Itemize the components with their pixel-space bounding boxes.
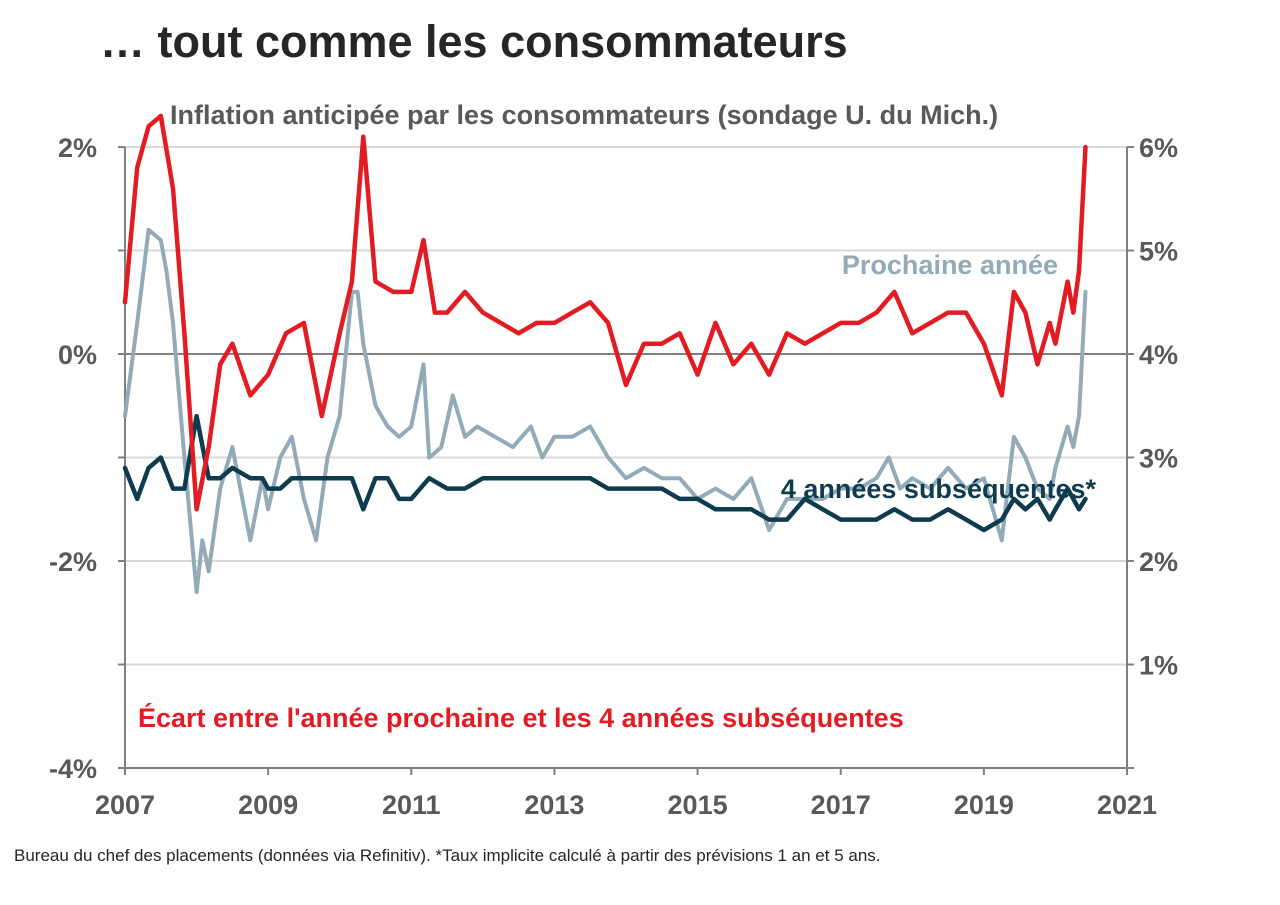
source-note: Bureau du chef des placements (données v… bbox=[14, 846, 881, 865]
x-tick-label: 2011 bbox=[382, 790, 441, 820]
right-tick-label: 6% bbox=[1139, 133, 1178, 163]
right-tick-label: 2% bbox=[1139, 547, 1178, 577]
series-line-3 bbox=[122, 113, 1088, 512]
series-label-2: 4 années subséquentes* bbox=[781, 474, 1097, 504]
x-tick-label: 2013 bbox=[524, 790, 584, 820]
series-label-3: Écart entre l'année prochaine et les 4 a… bbox=[138, 702, 904, 733]
page-title: … tout comme les consommateurs bbox=[100, 16, 848, 67]
right-tick-label: 3% bbox=[1139, 444, 1178, 474]
left-tick-label: -4% bbox=[49, 754, 97, 784]
x-tick-label: 2021 bbox=[1097, 790, 1157, 820]
series-labels: Prochaine année 4 années subséquentes* Éca… bbox=[138, 250, 1096, 733]
gridlines bbox=[125, 146, 1127, 666]
series-lines bbox=[122, 113, 1088, 594]
right-tick-label: 1% bbox=[1139, 651, 1178, 681]
left-tick-label: -2% bbox=[49, 547, 97, 577]
right-tick-label: 5% bbox=[1139, 237, 1178, 267]
x-tick-label: 2017 bbox=[811, 790, 871, 820]
series-label-1: Prochaine année bbox=[842, 250, 1058, 280]
x-tick-label: 2019 bbox=[954, 790, 1014, 820]
left-tick-label: 0% bbox=[58, 340, 97, 370]
axes bbox=[118, 146, 1134, 775]
chart-title: Inflation anticipée par les consommateur… bbox=[170, 100, 999, 130]
x-tick-label: 2007 bbox=[95, 790, 155, 820]
right-tick-label: 4% bbox=[1139, 340, 1178, 370]
series-line-1 bbox=[123, 227, 1088, 594]
tick-labels: 1% 2% 3% 4% 5% 6% -4% -2% 0% 2% 2007 2009 2011 2013 20… bbox=[49, 133, 1178, 820]
x-tick-label: 2009 bbox=[238, 790, 298, 820]
x-tick-label: 2015 bbox=[668, 790, 728, 820]
series-line-2 bbox=[122, 413, 1088, 533]
left-tick-label: 2% bbox=[58, 133, 97, 163]
